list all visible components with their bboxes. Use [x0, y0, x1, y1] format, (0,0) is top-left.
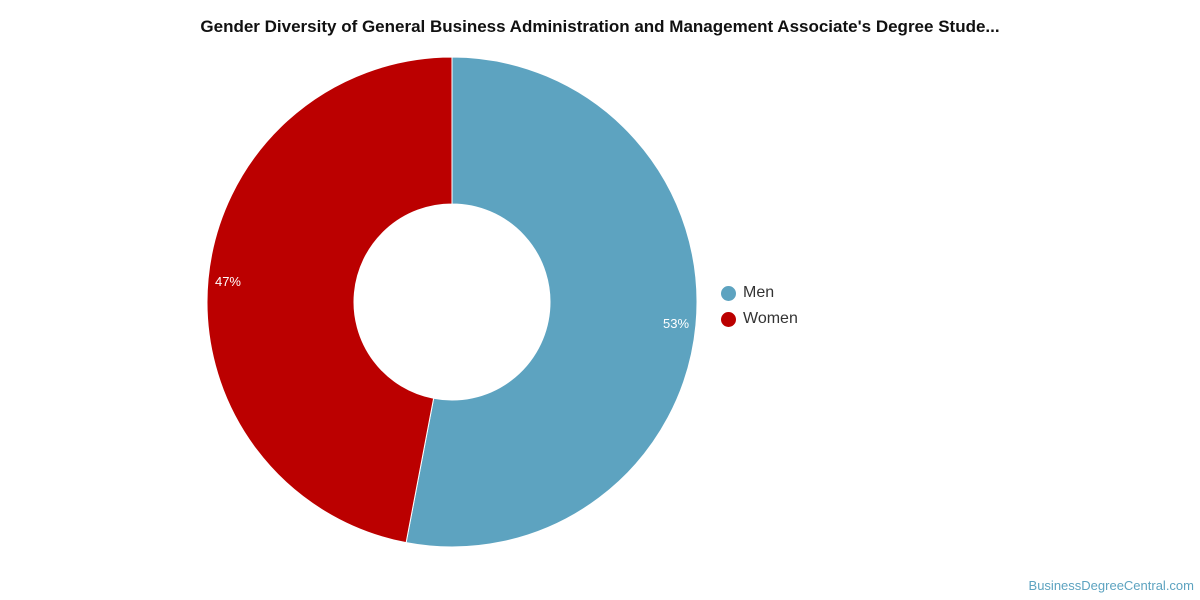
legend-swatch-women — [721, 311, 736, 327]
slice-label-men: 53% — [663, 316, 689, 331]
legend-item-women[interactable]: Women — [721, 306, 798, 332]
watermark[interactable]: BusinessDegreeCentral.com — [1028, 578, 1194, 593]
slice-women[interactable] — [206, 56, 453, 544]
slice-label-women: 47% — [215, 274, 241, 289]
legend-label-men: Men — [743, 284, 775, 301]
legend-item-men[interactable]: Men — [721, 280, 798, 306]
legend: Men Women — [721, 280, 798, 332]
slice-labels: 53% 47% — [215, 274, 689, 331]
chart-title: Gender Diversity of General Business Adm… — [200, 17, 1000, 36]
legend-label-women: Women — [743, 310, 798, 327]
legend-swatch-men — [721, 285, 736, 301]
donut-slices — [206, 56, 698, 548]
slice-men[interactable] — [405, 56, 698, 548]
